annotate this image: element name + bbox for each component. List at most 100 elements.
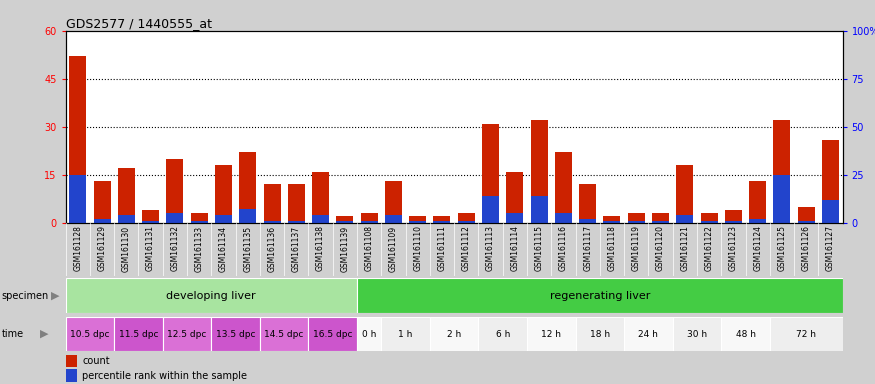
Bar [357,317,382,351]
Bar [288,184,304,223]
Bar [166,213,184,223]
Text: GSM161121: GSM161121 [680,225,690,271]
Text: specimen: specimen [2,291,49,301]
Text: GSM161133: GSM161133 [194,225,204,271]
Bar [530,120,548,223]
Bar [624,317,673,351]
Text: 1 h: 1 h [398,329,413,339]
Bar [774,120,790,223]
Text: 48 h: 48 h [736,329,755,339]
Text: time: time [2,329,24,339]
Bar [749,181,766,223]
Text: GSM161116: GSM161116 [559,225,568,271]
Bar [798,221,815,223]
Bar [215,165,232,223]
Bar [66,317,114,351]
Text: GSM161114: GSM161114 [510,225,520,271]
Text: developing liver: developing liver [166,291,256,301]
Bar [676,165,693,223]
Text: 30 h: 30 h [687,329,707,339]
Text: count: count [82,356,109,366]
Bar [94,219,110,223]
Text: 13.5 dpc: 13.5 dpc [216,329,256,339]
Bar [212,317,260,351]
Bar [142,210,159,223]
Text: 2 h: 2 h [447,329,461,339]
Text: 12 h: 12 h [542,329,561,339]
Text: GSM161129: GSM161129 [97,225,107,271]
Bar [724,210,742,223]
Bar [749,219,766,223]
Text: 12.5 dpc: 12.5 dpc [167,329,206,339]
Bar [701,221,717,223]
Bar [69,56,87,223]
Text: GSM161127: GSM161127 [826,225,835,271]
Text: GSM161132: GSM161132 [171,225,179,271]
Bar [312,215,329,223]
Text: GSM161134: GSM161134 [219,225,228,271]
Text: ▶: ▶ [40,329,49,339]
Bar [260,317,309,351]
Bar [701,213,717,223]
Text: 0 h: 0 h [362,329,376,339]
Text: GSM161122: GSM161122 [704,225,714,271]
Text: GSM161108: GSM161108 [365,225,374,271]
Bar [604,216,620,223]
Bar [507,213,523,223]
Text: percentile rank within the sample: percentile rank within the sample [82,371,247,381]
Text: GSM161112: GSM161112 [462,225,471,271]
Text: 18 h: 18 h [590,329,610,339]
Text: GSM161117: GSM161117 [583,225,592,271]
Bar [579,219,596,223]
Bar [433,216,451,223]
Text: GSM161128: GSM161128 [74,225,82,271]
Bar [239,209,256,223]
Text: GSM161130: GSM161130 [122,225,131,271]
Bar [555,152,572,223]
Bar [263,184,281,223]
Bar [410,221,426,223]
Bar [527,317,576,351]
Bar [652,213,669,223]
Bar [166,159,184,223]
Bar [163,317,212,351]
Bar [627,221,645,223]
Text: GSM161136: GSM161136 [268,225,276,271]
Text: GSM161138: GSM161138 [316,225,326,271]
Text: 16.5 dpc: 16.5 dpc [313,329,353,339]
Bar [66,369,78,382]
Bar [479,317,527,351]
Bar [239,152,256,223]
Bar [530,196,548,223]
Bar [382,317,430,351]
Bar [191,213,207,223]
Bar [94,181,110,223]
Bar [676,215,693,223]
Text: GSM161110: GSM161110 [413,225,423,271]
Text: GSM161131: GSM161131 [146,225,155,271]
Bar [66,278,357,313]
Text: GSM161125: GSM161125 [777,225,787,271]
Bar [336,216,354,223]
Text: 6 h: 6 h [495,329,510,339]
Bar [433,221,451,223]
Bar [579,184,596,223]
Bar [673,317,721,351]
Bar [118,168,135,223]
Bar [482,196,499,223]
Text: GSM161118: GSM161118 [607,225,617,271]
Bar [482,124,499,223]
Bar [458,221,475,223]
Bar [627,213,645,223]
Text: GSM161120: GSM161120 [656,225,665,271]
Text: GSM161115: GSM161115 [535,225,543,271]
Bar [118,215,135,223]
Text: GSM161119: GSM161119 [632,225,640,271]
Bar [410,216,426,223]
Bar [191,221,207,223]
Text: GDS2577 / 1440555_at: GDS2577 / 1440555_at [66,17,212,30]
Bar [458,213,475,223]
Bar [774,175,790,223]
Bar [309,317,357,351]
Bar [822,139,839,223]
